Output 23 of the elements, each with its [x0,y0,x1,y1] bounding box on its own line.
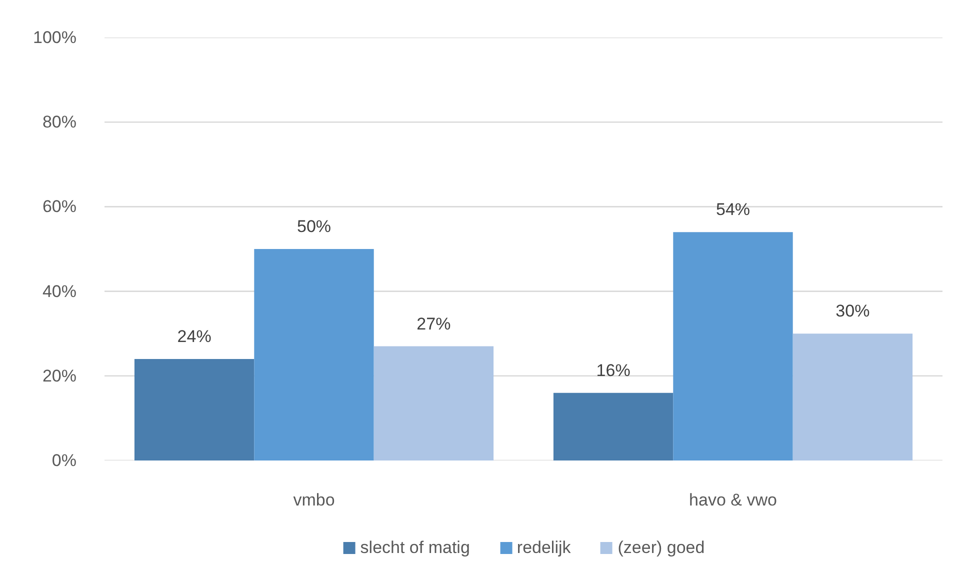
legend-label: redelijk [516,538,571,558]
bar [134,358,254,460]
data-label: 50% [296,217,332,236]
legend-label: slecht of matig [360,538,470,558]
data-label: 30% [836,302,870,321]
bar [673,232,793,460]
y-tick-label: 80% [42,112,77,132]
bar [553,392,674,460]
y-tick-label: 100% [33,28,77,47]
y-tick-label: 0% [52,451,77,470]
y-tick-label: 40% [42,282,77,301]
bar [792,334,913,460]
data-label: 54% [716,200,750,220]
x-tick-label: havo & vwo [689,490,777,510]
y-tick-label: 60% [42,197,77,216]
bar [254,249,374,460]
data-label: 27% [416,314,451,334]
data-label: 16% [596,360,630,380]
bar [374,346,494,460]
data-label: 24% [177,326,212,346]
legend-label: (zeer) goed [618,538,705,558]
y-tick-label: 20% [42,366,77,386]
x-tick-label: vmbo [293,490,335,510]
